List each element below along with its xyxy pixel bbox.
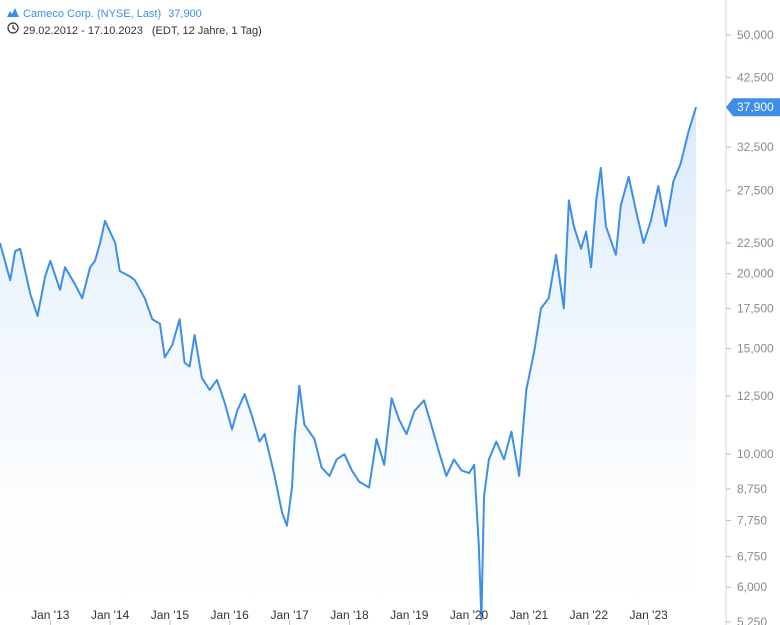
y-tick-label: 32,500 <box>737 140 774 154</box>
range-note: (EDT, 12 Jahre, 1 Tag) <box>151 24 262 37</box>
last-value-badge <box>726 98 780 117</box>
line-layer <box>0 106 697 621</box>
y-tick-label: 12,500 <box>737 389 774 403</box>
x-tick-label: Jan '14 <box>91 608 130 622</box>
x-tick-label: Jan '21 <box>510 608 549 622</box>
y-tick-label: 42,500 <box>737 70 774 84</box>
x-tick-label: Jan '18 <box>330 608 369 622</box>
y-axis-ticks: 50,000 42,500 32,500 27,500 22,500 20,000 17,5… <box>726 28 774 625</box>
clock-icon <box>7 22 19 39</box>
y-tick-label: 6,000 <box>737 580 767 594</box>
x-tick-label: Jan '23 <box>629 608 668 622</box>
last-value-label: 37,900 <box>737 100 774 114</box>
x-tick-label: Jan '13 <box>31 608 70 622</box>
y-tick-label: 8,750 <box>737 482 767 496</box>
chart-legend: Cameco Corp. (NYSE, Last) 37,900 29.02.2… <box>7 6 262 39</box>
y-tick-label: 20,000 <box>737 267 774 281</box>
legend-series-row: Cameco Corp. (NYSE, Last) 37,900 <box>7 6 262 22</box>
x-tick-label: Jan '20 <box>450 608 489 622</box>
date-range: 29.02.2012 - 17.10.2023 <box>23 24 143 37</box>
series-line <box>0 106 697 621</box>
legend-range-row: 29.02.2012 - 17.10.2023 (EDT, 12 Jahre, … <box>7 22 262 39</box>
x-tick-label: Jan '16 <box>211 608 250 622</box>
x-axis-ticks: Jan '13 Jan '14 Jan '15 Jan '16 Jan '17 Jan '… <box>31 608 668 625</box>
legend-series-name: Cameco Corp. (NYSE, Last) <box>23 8 162 20</box>
y-tick-label: 15,000 <box>737 342 774 356</box>
y-tick-label: 17,500 <box>737 301 774 315</box>
y-tick-label: 10,000 <box>737 447 774 461</box>
x-tick-label: Jan '15 <box>151 608 190 622</box>
y-tick-label: 7,750 <box>737 514 767 528</box>
series-area <box>0 107 696 625</box>
mountain-chart-icon <box>7 6 19 22</box>
x-tick-label: Jan '17 <box>271 608 310 622</box>
area-layer <box>0 107 696 625</box>
y-tick-label: 50,000 <box>737 28 774 42</box>
y-tick-label: 27,500 <box>737 184 774 198</box>
y-tick-label: 5,250 <box>737 615 767 625</box>
y-tick-label: 22,500 <box>737 236 774 250</box>
x-tick-label: Jan '22 <box>570 608 609 622</box>
legend-last-value: 37,900 <box>168 8 202 20</box>
x-tick-label: Jan '19 <box>390 608 429 622</box>
y-tick-label: 6,750 <box>737 550 767 564</box>
last-value-marker: 37,900 <box>726 98 780 117</box>
